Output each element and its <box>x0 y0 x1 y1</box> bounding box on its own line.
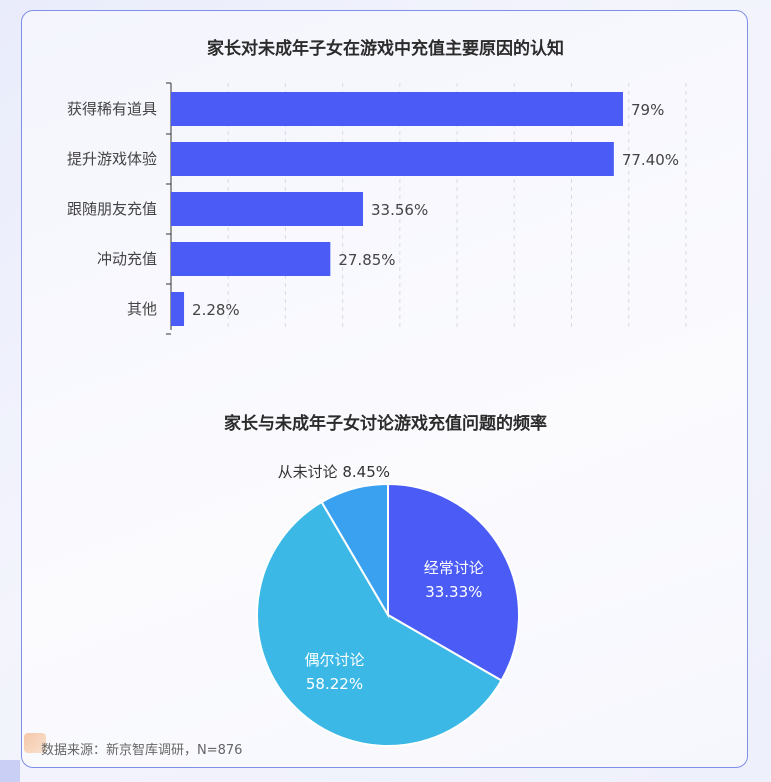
source-note: 数据来源：新京智库调研，N=876 <box>41 743 243 758</box>
category-label: 获得稀有道具 <box>67 100 157 118</box>
bar <box>171 92 623 126</box>
bar <box>171 242 331 276</box>
bar <box>171 292 185 326</box>
data-label: 27.85% <box>338 251 395 269</box>
bar <box>171 142 614 176</box>
category-label: 提升游戏体验 <box>67 150 157 168</box>
category-label: 跟随朋友充值 <box>67 200 157 218</box>
bar <box>171 192 364 226</box>
bar-chart: 获得稀有道具 79% 提升游戏体验 77.40% 跟随朋友充值 33.56% 冲动充值 27.… <box>67 82 687 335</box>
data-label: 77.40% <box>622 151 679 169</box>
data-label: 33.56% <box>371 201 428 219</box>
category-label: 冲动充值 <box>97 250 157 268</box>
data-label: 2.28% <box>192 301 240 319</box>
bar-chart-title: 家长对未成年子女在游戏中充值主要原因的认知 <box>207 39 564 59</box>
category-label: 其他 <box>127 300 157 318</box>
pie-chart-title: 家长与未成年子女讨论游戏充值问题的频率 <box>224 414 547 434</box>
data-label: 79% <box>631 101 664 119</box>
source-mark <box>24 733 46 753</box>
corner-decoration <box>0 760 20 782</box>
